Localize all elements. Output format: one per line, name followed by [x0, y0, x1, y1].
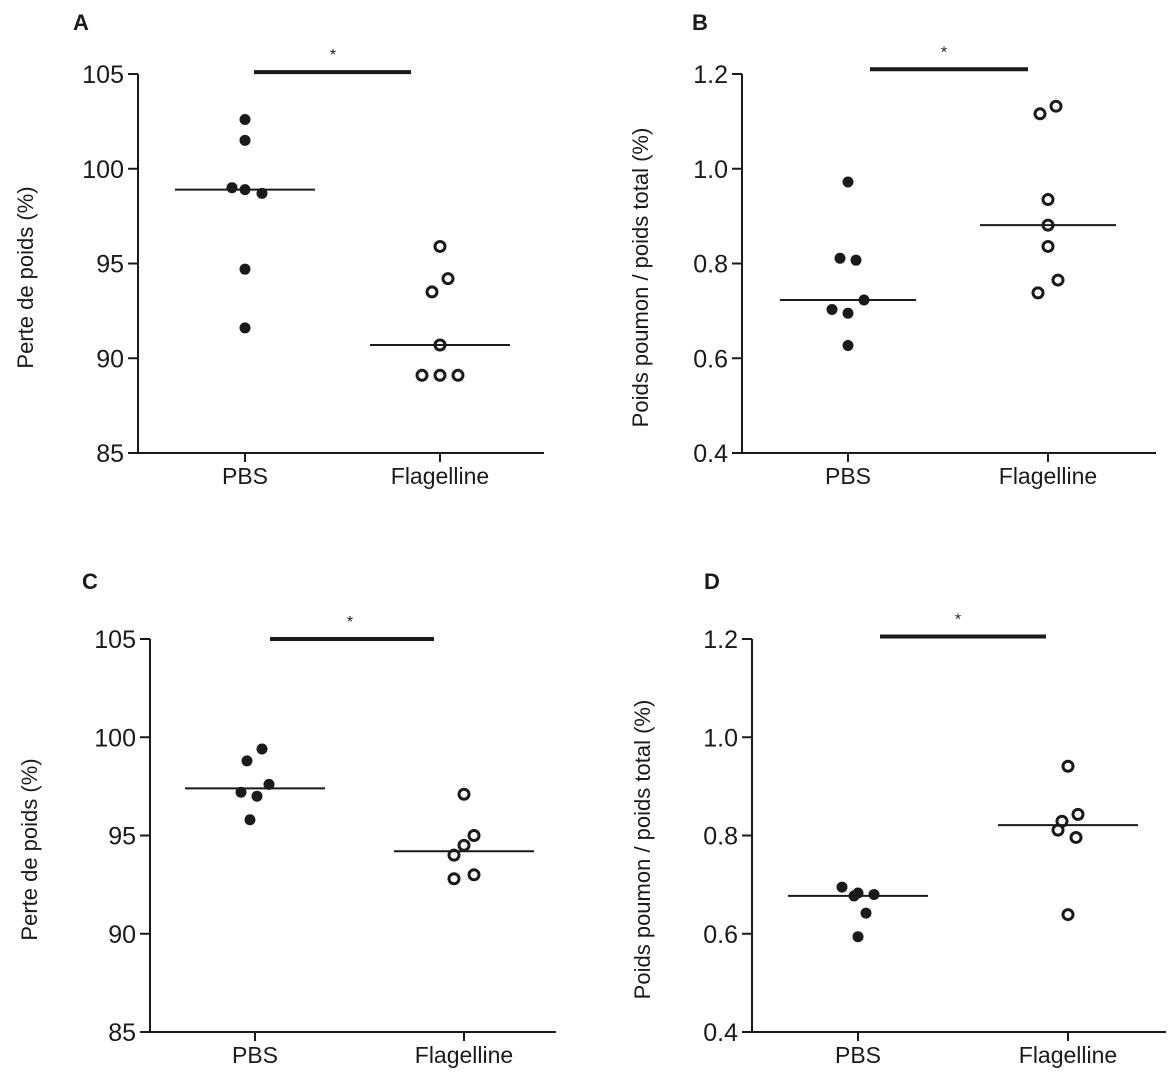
y-axis-label: Perte de poids (%) — [13, 186, 38, 368]
data-point — [239, 322, 251, 334]
y-tick-label: 100 — [82, 156, 124, 184]
data-point — [226, 182, 238, 194]
data-point — [1071, 807, 1085, 821]
y-tick-label: 1.2 — [693, 61, 728, 89]
panel-a: A 85 90 95 100 105 PBS Flagelline Perte de poids… — [13, 10, 544, 489]
panel-letter: D — [704, 569, 720, 594]
data-point — [467, 868, 481, 882]
data-point — [239, 134, 251, 146]
panel-c: C 85 90 95 100 105 PBS Flagelline Perte de poids… — [17, 569, 556, 1068]
data-point — [842, 339, 854, 351]
y-tick-label: 0.6 — [703, 921, 738, 949]
significance-star: * — [347, 614, 353, 631]
y-axis-label: Poids poumon / poids total (%) — [628, 128, 653, 428]
data-point — [263, 778, 275, 790]
data-point — [850, 254, 862, 266]
x-tick-label: PBS — [232, 1042, 278, 1068]
data-point — [834, 252, 846, 264]
data-point — [868, 888, 880, 900]
data-point — [256, 187, 268, 199]
data-point — [1069, 830, 1083, 844]
y-tick-label: 1.0 — [703, 724, 738, 752]
data-point — [467, 829, 481, 842]
y-tick-label: 1.0 — [693, 156, 728, 184]
y-tick-label: 1.2 — [703, 626, 738, 654]
data-point — [826, 303, 838, 315]
data-point — [256, 743, 268, 755]
significance-star: * — [941, 44, 947, 61]
panel-letter: A — [73, 10, 89, 35]
y-tick-label: 105 — [94, 626, 136, 654]
data-point — [235, 786, 247, 798]
data-point — [425, 285, 439, 299]
x-tick-label: Flagelline — [391, 463, 489, 489]
panel-b: B 0.4 0.6 0.8 1.0 1.2 PBS Flagelline Poids poumo… — [628, 10, 1156, 489]
x-tick-label: Flagelline — [415, 1042, 513, 1068]
data-point — [1031, 286, 1045, 300]
x-tick-label: Flagelline — [1019, 1042, 1117, 1068]
y-tick-label: 0.6 — [693, 345, 728, 373]
y-tick-label: 95 — [96, 251, 124, 279]
data-point — [1033, 107, 1047, 121]
data-point — [836, 881, 848, 893]
y-tick-label: 0.8 — [703, 823, 738, 851]
y-tick-label: 0.4 — [703, 1019, 738, 1047]
data-point — [842, 176, 854, 188]
x-tick-label: PBS — [835, 1042, 881, 1068]
y-tick-label: 90 — [108, 921, 136, 949]
y-tick-label: 90 — [96, 345, 124, 373]
x-tick-label: PBS — [222, 463, 268, 489]
data-point — [457, 838, 471, 852]
data-point — [241, 755, 253, 767]
panel-letter: C — [82, 569, 98, 594]
data-point — [451, 368, 465, 382]
data-point — [1041, 193, 1055, 207]
y-tick-label: 0.8 — [693, 251, 728, 279]
y-axis-label: Perte de poids (%) — [17, 758, 42, 940]
panel-d: D 0.4 0.6 0.8 1.0 1.2 PBS Flagelline Poids poumo… — [630, 569, 1166, 1068]
data-point — [244, 814, 256, 826]
x-tick-label: PBS — [825, 463, 871, 489]
x-tick-label: Flagelline — [999, 463, 1097, 489]
data-point — [1049, 99, 1063, 113]
data-point — [860, 907, 872, 919]
data-point — [415, 368, 429, 382]
data-point — [852, 931, 864, 943]
data-point — [457, 787, 471, 801]
data-point — [1051, 273, 1065, 287]
data-point — [251, 790, 263, 802]
data-point — [433, 239, 447, 253]
significance-star: * — [330, 47, 336, 64]
significance-star: * — [955, 612, 961, 629]
y-axis-label: Poids poumon / poids total (%) — [630, 700, 655, 1000]
y-tick-label: 85 — [108, 1019, 136, 1047]
data-point — [447, 872, 461, 886]
y-tick-label: 105 — [82, 61, 124, 89]
data-point — [842, 307, 854, 319]
y-tick-label: 100 — [94, 724, 136, 752]
panel-letter: B — [692, 10, 708, 35]
data-point — [1041, 239, 1055, 253]
y-tick-label: 85 — [96, 440, 124, 468]
data-point — [441, 272, 455, 286]
y-tick-label: 0.4 — [693, 440, 728, 468]
data-point — [1061, 908, 1075, 922]
data-point — [1051, 823, 1065, 837]
data-point — [1061, 759, 1075, 773]
data-point — [433, 368, 447, 382]
data-point — [239, 113, 251, 125]
data-point — [447, 848, 461, 862]
data-point — [239, 263, 251, 275]
y-tick-label: 95 — [108, 823, 136, 851]
